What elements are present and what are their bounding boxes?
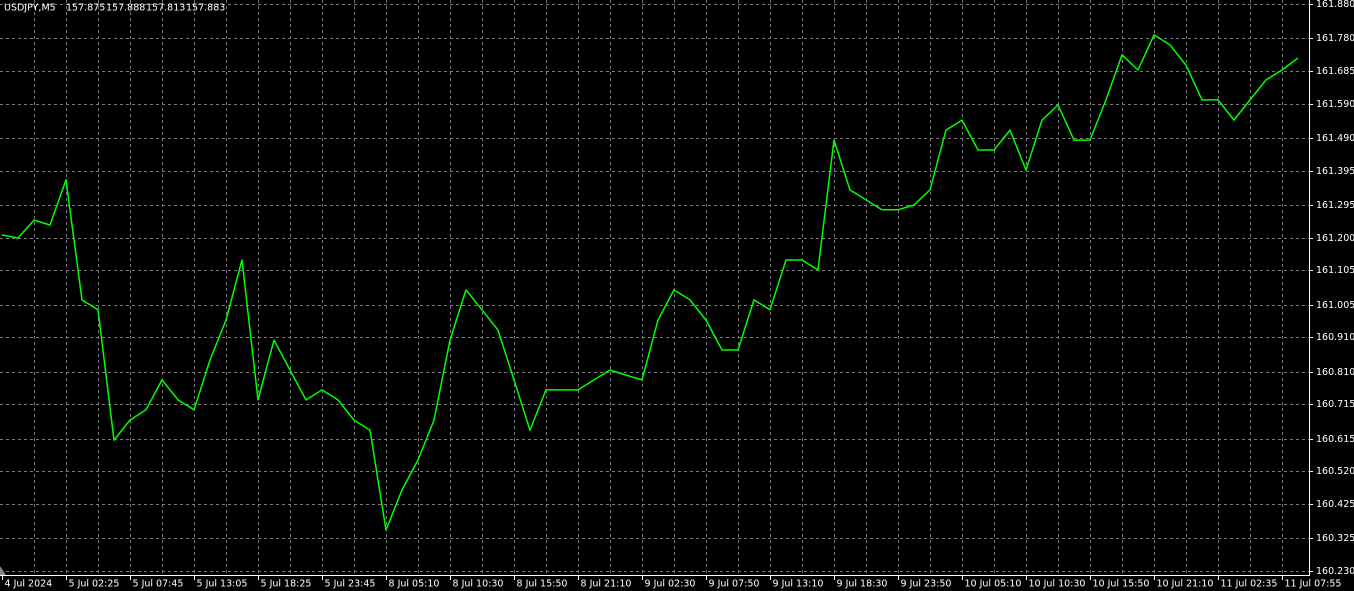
y-tick-label: 160.910 (1316, 332, 1354, 343)
x-tick-label: 8 Jul 15:50 (517, 579, 568, 590)
x-tick-label: 11 Jul 02:35 (1221, 579, 1278, 590)
y-tick-label: 160.810 (1316, 367, 1354, 378)
x-tick-label: 10 Jul 21:10 (1157, 579, 1214, 590)
x-tick-label: 11 Jul 07:55 (1285, 579, 1342, 590)
y-tick-label: 161.200 (1316, 233, 1354, 244)
grid (0, 0, 1309, 575)
x-tick-label: 10 Jul 15:50 (1093, 579, 1150, 590)
x-tick-label: 9 Jul 07:50 (709, 579, 760, 590)
y-tick-label: 161.685 (1316, 66, 1354, 77)
x-tick-label: 5 Jul 07:45 (133, 579, 184, 590)
y-tick-label: 161.490 (1316, 133, 1354, 144)
price-line (1, 34, 1299, 531)
x-tick-label: 10 Jul 05:10 (965, 579, 1022, 590)
x-tick-label: 8 Jul 05:10 (389, 579, 440, 590)
y-tick-label: 161.395 (1316, 166, 1354, 177)
quote-value: 157.888 (106, 3, 145, 14)
quote-value: 157.813 (146, 3, 185, 14)
y-tick-label: 160.325 (1316, 533, 1354, 544)
x-tick-label: 5 Jul 02:25 (69, 579, 120, 590)
corner-marker (0, 566, 6, 575)
x-tick-label: 5 Jul 18:25 (261, 579, 312, 590)
y-tick-label: 161.780 (1316, 33, 1354, 44)
x-tick-label: 9 Jul 23:50 (901, 579, 952, 590)
y-tick-label: 161.295 (1316, 200, 1354, 211)
x-tick-label: 9 Jul 02:30 (645, 579, 696, 590)
quote-value: 157.875 (66, 3, 105, 14)
y-tick-label: 160.230 (1316, 566, 1354, 577)
x-tick-label: 8 Jul 10:30 (453, 579, 504, 590)
y-tick-label: 161.105 (1316, 265, 1354, 276)
x-tick-label: 5 Jul 13:05 (197, 579, 248, 590)
x-tick-label: 9 Jul 13:10 (773, 579, 824, 590)
y-tick-label: 161.880 (1316, 0, 1354, 10)
x-tick-label: 10 Jul 10:30 (1029, 579, 1086, 590)
x-tick-label: 8 Jul 21:10 (581, 579, 632, 590)
y-tick-label: 160.520 (1316, 466, 1354, 477)
x-tick-label: 9 Jul 18:30 (837, 579, 888, 590)
y-tick-label: 160.615 (1316, 434, 1354, 445)
y-tick-label: 161.005 (1316, 300, 1354, 311)
plot (1, 34, 1299, 531)
symbol-label: USDJPY,M5 (4, 3, 56, 14)
y-tick-label: 161.590 (1316, 99, 1354, 110)
x-tick-label: 4 Jul 2024 (5, 579, 53, 590)
y-tick-label: 160.715 (1316, 399, 1354, 410)
y-tick-label: 160.425 (1316, 499, 1354, 510)
x-tick-label: 5 Jul 23:45 (325, 579, 376, 590)
quote-value: 157.883 (186, 3, 225, 14)
